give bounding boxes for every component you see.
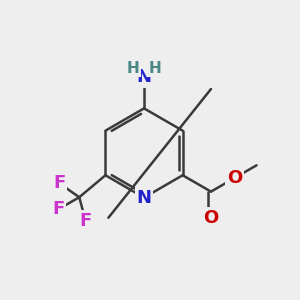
Text: N: N [136, 68, 152, 86]
Text: H: H [126, 61, 139, 76]
Text: O: O [203, 209, 219, 227]
Text: F: F [53, 174, 65, 192]
Text: F: F [80, 212, 92, 230]
Text: F: F [52, 200, 64, 218]
Text: N: N [136, 189, 152, 207]
Text: O: O [227, 169, 242, 187]
Text: H: H [149, 61, 162, 76]
